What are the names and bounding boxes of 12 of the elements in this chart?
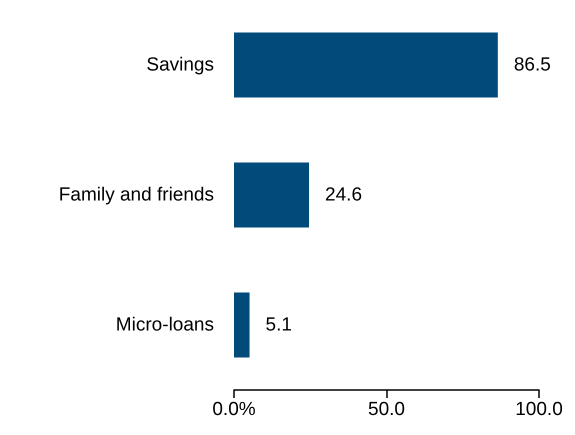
y-tick-label: Family and friends [58,184,214,206]
y-tick-label: Savings [146,54,214,76]
y-tick-label: Micro-loans [116,314,214,336]
data-label: 24.6 [325,184,362,206]
bar [234,32,498,98]
x-tick-label: 100.0 [515,399,563,420]
x-tick-label: 0.0% [212,399,256,420]
bar [234,292,250,358]
x-tick-label: 50.0 [368,399,405,420]
data-label: 5.1 [266,314,292,336]
data-label: 86.5 [514,54,551,76]
bar [234,162,310,228]
